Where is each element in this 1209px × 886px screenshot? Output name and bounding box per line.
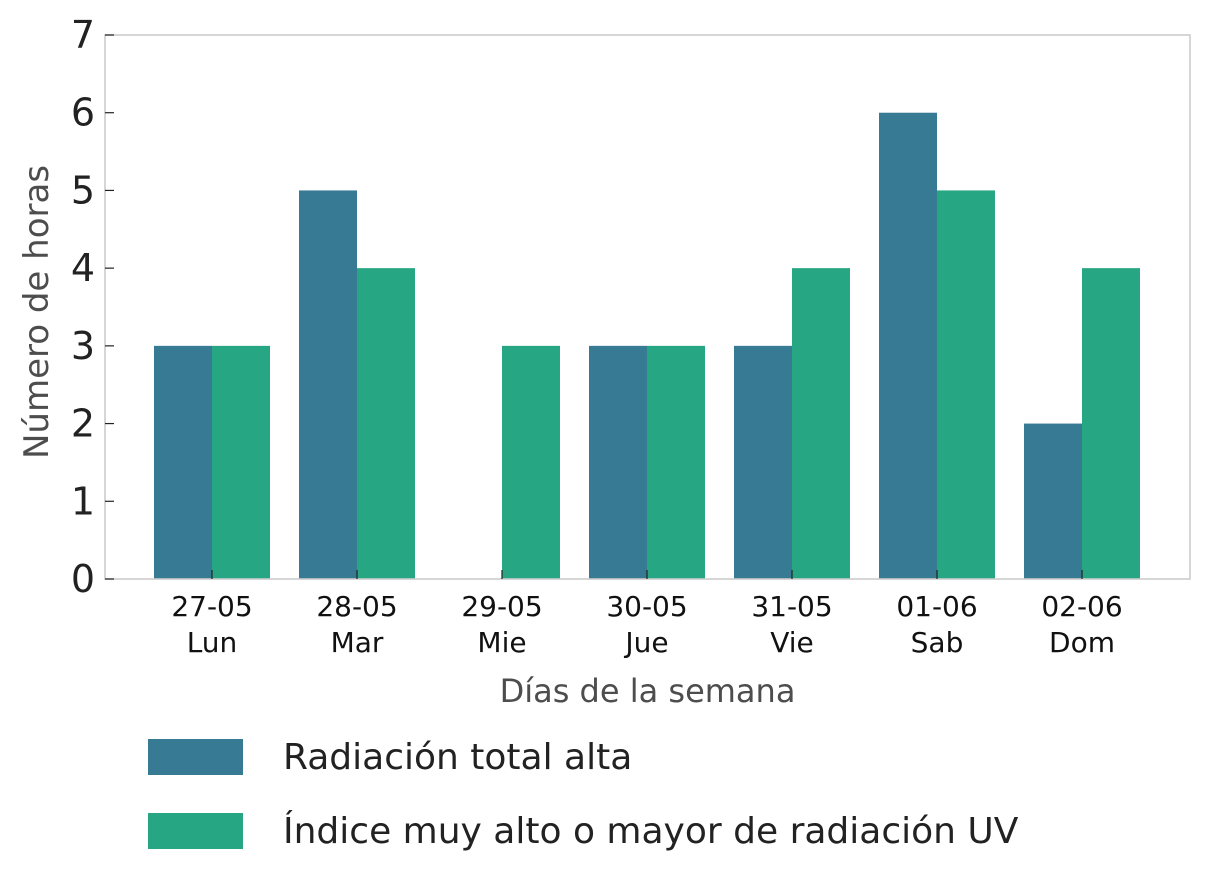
bar-indice-uv-29-05 bbox=[502, 345, 560, 579]
bar-indice-uv-27-05 bbox=[212, 345, 270, 579]
y-tick-label-7: 7 bbox=[71, 13, 95, 57]
bar-indice-uv-30-05 bbox=[647, 345, 705, 579]
y-tick-label-5: 5 bbox=[71, 168, 95, 212]
bar-radiacion-total-02-06 bbox=[1024, 423, 1082, 579]
x-tick-label-day-sab: Sab bbox=[911, 626, 964, 659]
x-tick-label-date-27-05: 27-05 bbox=[171, 590, 252, 623]
x-tick-label-date-31-05: 31-05 bbox=[751, 590, 832, 623]
x-tick-label-date-02-06: 02-06 bbox=[1041, 590, 1122, 623]
x-tick-label-day-mie: Mie bbox=[477, 626, 526, 659]
bar-radiacion-total-28-05 bbox=[299, 190, 357, 579]
x-tick-label-date-28-05: 28-05 bbox=[316, 590, 397, 623]
x-axis-title: Días de la semana bbox=[500, 672, 796, 710]
y-tick-label-4: 4 bbox=[71, 246, 95, 290]
legend-swatch-radiacion-total bbox=[148, 739, 243, 775]
x-tick-label-day-dom: Dom bbox=[1049, 626, 1115, 659]
bar-radiacion-total-01-06 bbox=[879, 112, 937, 579]
y-tick-label-1: 1 bbox=[71, 479, 95, 523]
legend-swatch-indice-uv bbox=[148, 813, 243, 849]
bar-indice-uv-31-05 bbox=[792, 268, 850, 579]
bar-indice-uv-02-06 bbox=[1082, 268, 1140, 579]
bar-radiacion-total-31-05 bbox=[734, 345, 792, 579]
x-tick-label-day-vie: Vie bbox=[770, 626, 814, 659]
y-axis-title: Número de horas bbox=[17, 165, 57, 459]
bar-radiacion-total-27-05 bbox=[154, 345, 212, 579]
legend-label-indice-uv: Índice muy alto o mayor de radiación UV bbox=[283, 810, 1019, 852]
x-tick-label-date-29-05: 29-05 bbox=[461, 590, 542, 623]
bar-indice-uv-28-05 bbox=[357, 268, 415, 579]
y-tick-label-2: 2 bbox=[71, 402, 95, 446]
y-tick-label-0: 0 bbox=[71, 557, 95, 601]
x-tick-label-day-lun: Lun bbox=[187, 626, 238, 659]
legend-item-radiacion-total: Radiación total alta bbox=[148, 720, 1018, 794]
x-tick-label-date-01-06: 01-06 bbox=[896, 590, 977, 623]
legend-label-radiacion-total: Radiación total alta bbox=[283, 736, 633, 778]
bar-indice-uv-01-06 bbox=[937, 190, 995, 579]
x-tick-label-date-30-05: 30-05 bbox=[606, 590, 687, 623]
y-tick-label-6: 6 bbox=[71, 91, 95, 135]
legend: Radiación total alta Índice muy alto o m… bbox=[148, 720, 1018, 868]
x-tick-label-day-mar: Mar bbox=[331, 626, 384, 659]
legend-item-indice-uv: Índice muy alto o mayor de radiación UV bbox=[148, 794, 1018, 868]
x-tick-label-day-jue: Jue bbox=[623, 626, 668, 659]
bar-radiacion-total-30-05 bbox=[589, 345, 647, 579]
y-tick-label-3: 3 bbox=[71, 324, 95, 368]
